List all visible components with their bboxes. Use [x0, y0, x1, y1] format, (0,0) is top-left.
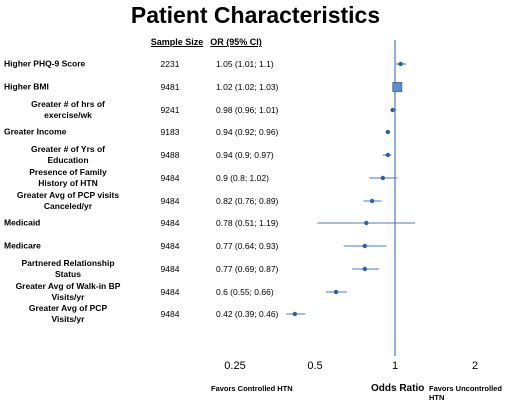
odds-ratio-value: 0.77 (0.69; 0.87): [216, 264, 279, 274]
sample-size-value: 9481: [160, 82, 180, 92]
sample-size-value: 9488: [160, 150, 180, 160]
sample-size-header: Sample Size: [150, 37, 204, 47]
sample-size-value: 9484: [160, 218, 180, 228]
sample-size-value: 9484: [160, 287, 180, 297]
point-estimate: [398, 61, 403, 67]
point-estimate: [369, 198, 375, 204]
point-estimate: [385, 129, 391, 135]
point-estimate: [333, 289, 339, 295]
odds-ratio-value: 0.9 (0.8; 1.02): [216, 173, 269, 183]
row-label: Partnered Relationship Status: [21, 258, 115, 279]
row-label: Higher PHQ-9 Score: [4, 58, 86, 69]
odds-ratio-value: 1.02 (1.02; 1.03): [216, 82, 279, 92]
x-axis-label: Odds Ratio: [371, 383, 425, 394]
x-tick-label: 0.25: [224, 360, 246, 372]
point-estimate: [362, 243, 368, 249]
point-estimate: [385, 152, 391, 158]
row-label: Greater # of hrs of exercise/wk: [31, 99, 105, 120]
chart-title: Patient Characteristics: [130, 2, 381, 28]
row-label: Greater Avg of PCP visits Canceled/yr: [16, 190, 120, 211]
row-label: Medicaid: [4, 217, 41, 228]
odds-ratio-value: 0.82 (0.76; 0.89): [216, 196, 279, 206]
point-estimate: [390, 107, 395, 113]
row-label: Medicare: [4, 240, 41, 251]
point-estimate: [380, 175, 386, 181]
row-label: Greater # of Yrs of Education: [30, 144, 105, 165]
odds-ratio-value: 0.42 (0.39; 0.46): [216, 309, 279, 319]
odds-ratio-value: 0.94 (0.9; 0.97): [216, 150, 274, 160]
point-estimate: [362, 266, 368, 272]
favors-right-label: Favors Uncontrolled HTN: [429, 384, 502, 402]
x-tick-label: 0.5: [307, 360, 323, 372]
sample-size-value: 9484: [160, 309, 180, 319]
odds-ratio-value: 0.94 (0.92; 0.96): [216, 127, 279, 137]
sample-size-value: 9183: [160, 127, 180, 137]
row-label: Higher BMI: [4, 81, 49, 92]
odds-ratio-value: 0.98 (0.96; 1.01): [216, 105, 279, 115]
odds-ratio-value: 0.78 (0.51; 1.19): [216, 218, 279, 228]
sample-size-value: 9484: [160, 196, 180, 206]
point-estimate-box: [392, 82, 403, 92]
odds-ratio-ci-header: OR (95% CI): [210, 37, 262, 47]
row-label: Greater Avg of Walk-in BP Visits/yr: [15, 281, 121, 302]
sample-size-value: 9484: [160, 264, 180, 274]
x-tick-label: 1: [391, 360, 399, 372]
sample-size-value: 9484: [160, 173, 180, 183]
favors-left-label: Favors Controlled HTN: [211, 384, 293, 393]
row-label: Greater Income: [4, 126, 67, 137]
sample-size-value: 9241: [160, 105, 180, 115]
point-estimate: [364, 220, 369, 226]
x-tick-label: 2: [471, 360, 479, 372]
sample-size-value: 9484: [160, 241, 180, 251]
point-estimate: [292, 311, 298, 317]
row-label: Greater Avg of PCP Visits/yr: [28, 303, 108, 324]
odds-ratio-value: 0.6 (0.55; 0.66): [216, 287, 274, 297]
row-label: Presence of Family History of HTN: [29, 167, 107, 188]
odds-ratio-value: 1.05 (1.01; 1.1): [216, 59, 274, 69]
odds-ratio-value: 0.77 (0.64; 0.93): [216, 241, 279, 251]
sample-size-value: 2231: [160, 59, 180, 69]
